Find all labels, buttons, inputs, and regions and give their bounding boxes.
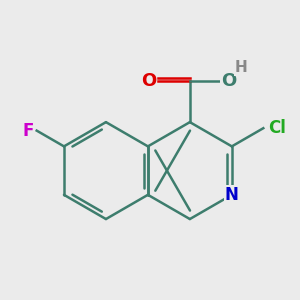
Text: O: O	[221, 72, 237, 90]
Text: N: N	[225, 186, 239, 204]
Text: F: F	[23, 122, 34, 140]
Text: H: H	[235, 60, 248, 75]
Text: Cl: Cl	[268, 119, 286, 137]
Text: O: O	[141, 72, 156, 90]
